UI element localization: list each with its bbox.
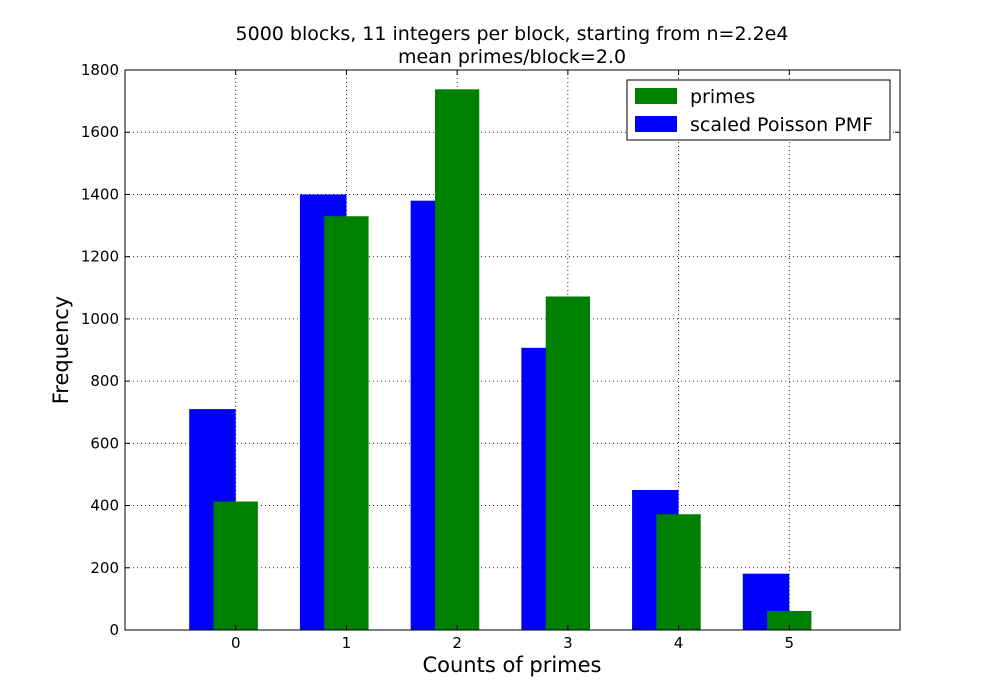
x-tick-label: 4: [674, 634, 684, 652]
primes-bar: [213, 501, 258, 630]
axis-ticks: 0 200 400 600 800 1000 1200 1400 1600 1800 0 1 2 3 4 5: [81, 61, 900, 652]
plot-frame: [124, 69, 901, 631]
x-tick-label: 5: [785, 634, 795, 652]
primes-bar: [324, 216, 369, 630]
x-tick-label: 3: [563, 634, 573, 652]
chart-subtitle: mean primes/block=2.0: [398, 46, 626, 68]
bars-layer: [189, 89, 812, 631]
x-tick-label: 1: [342, 634, 352, 652]
y-tick-label: 1800: [81, 61, 119, 79]
x-tick-label: 0: [231, 634, 241, 652]
y-tick-label: 400: [90, 497, 119, 515]
legend-swatch: [635, 116, 677, 132]
y-tick-label: 1600: [81, 123, 119, 141]
legend-entries: primes scaled Poisson PMF: [635, 86, 873, 136]
primes-bar: [767, 611, 812, 630]
primes-bar: [656, 514, 701, 630]
chart-title: 5000 blocks, 11 integers per block, star…: [236, 23, 789, 45]
x-axis-label: Counts of primes: [422, 653, 601, 677]
x-tick-label: 2: [452, 634, 462, 652]
y-tick-label: 800: [90, 372, 119, 390]
y-tick-label: 200: [90, 559, 119, 577]
legend-swatch: [635, 88, 677, 104]
legend: primes scaled Poisson PMF: [626, 79, 891, 141]
y-tick-label: 1200: [81, 248, 119, 266]
y-axis-label: Frequency: [49, 296, 73, 405]
legend-label: scaled Poisson PMF: [690, 114, 873, 136]
y-tick-label: 1000: [81, 310, 119, 328]
y-tick-label: 0: [109, 621, 119, 639]
legend-label: primes: [690, 86, 755, 108]
primes-bar: [435, 89, 480, 631]
y-tick-label: 600: [90, 434, 119, 452]
y-tick-label: 1400: [81, 185, 119, 203]
primes-bar: [545, 296, 590, 630]
